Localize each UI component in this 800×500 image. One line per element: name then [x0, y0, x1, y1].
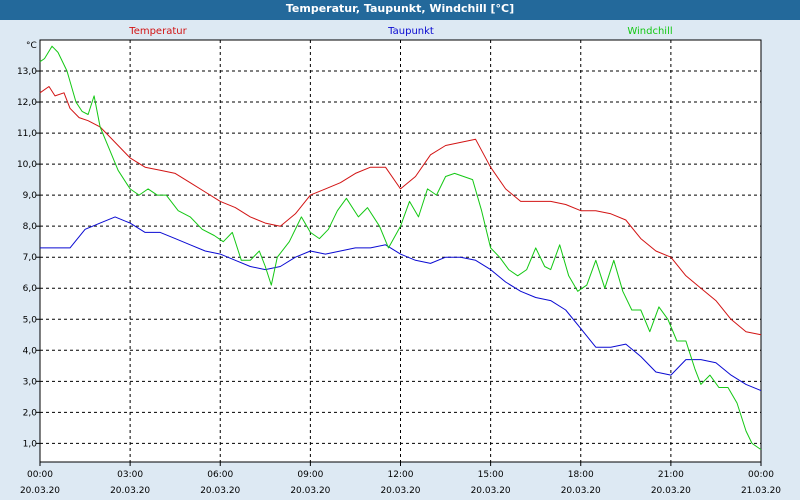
x-tick-time: 03:00 — [117, 470, 143, 480]
x-tick-time: 15:00 — [478, 470, 504, 480]
x-tick-date: 20.03.20 — [110, 486, 150, 496]
y-tick-label: 7,0 — [23, 253, 38, 263]
x-tick-date: 20.03.20 — [651, 486, 691, 496]
series-line-taupunkt — [40, 216, 762, 392]
y-tick-label: 4,0 — [23, 346, 38, 356]
x-tick-date: 20.03.20 — [290, 486, 330, 496]
x-tick-time: 06:00 — [207, 470, 233, 480]
x-tick-time: 00:00 — [27, 470, 53, 480]
x-tick-date: 21.03.20 — [741, 486, 781, 496]
series-lines — [39, 45, 762, 451]
y-tick-label: 2,0 — [23, 408, 38, 418]
y-tick-label: 9,0 — [23, 191, 38, 201]
x-tick-date: 20.03.20 — [471, 486, 511, 496]
legend-item-temperatur: Temperatur — [128, 26, 187, 37]
x-tick-date: 20.03.20 — [20, 486, 60, 496]
legend: Temperatur Taupunkt Windchill — [128, 26, 672, 37]
legend-item-taupunkt: Taupunkt — [387, 26, 434, 37]
y-axis: 1,0 2,0 3,0 4,0 5,0 6,0 7,0 8,0 9,0 10,0 11,0 12,0 1… — [17, 67, 40, 449]
x-tick-time: 12:00 — [388, 470, 414, 480]
y-tick-label: 6,0 — [23, 284, 38, 294]
x-tick-time: 21:00 — [658, 470, 684, 480]
x-tick-time: 00:00 — [748, 470, 774, 480]
y-tick-label: 8,0 — [23, 222, 38, 232]
y-tick-label: 13,0 — [17, 67, 37, 77]
series-line-temperatur — [39, 86, 762, 336]
y-tick-label: 10,0 — [17, 160, 37, 170]
x-tick-date: 20.03.20 — [561, 486, 601, 496]
x-tick-date: 20.03.20 — [380, 486, 420, 496]
x-tick-date: 20.03.20 — [200, 486, 240, 496]
y-tick-label: 5,0 — [23, 315, 38, 325]
x-tick-time: 18:00 — [568, 470, 594, 480]
legend-item-windchill: Windchill — [627, 26, 672, 37]
series-line-windchill — [39, 45, 762, 451]
y-tick-label: 11,0 — [17, 129, 37, 139]
y-tick-label: 12,0 — [17, 98, 37, 108]
chart-title: Temperatur, Taupunkt, Windchill [°C] — [0, 0, 800, 20]
y-axis-label: °C — [26, 41, 37, 51]
x-axis: 00:00 20.03.20 03:00 20.03.20 06:00 20.03.20 0… — [20, 462, 781, 496]
y-tick-label: 3,0 — [23, 377, 38, 387]
y-tick-label: 1,0 — [23, 439, 38, 449]
x-tick-time: 09:00 — [297, 470, 323, 480]
